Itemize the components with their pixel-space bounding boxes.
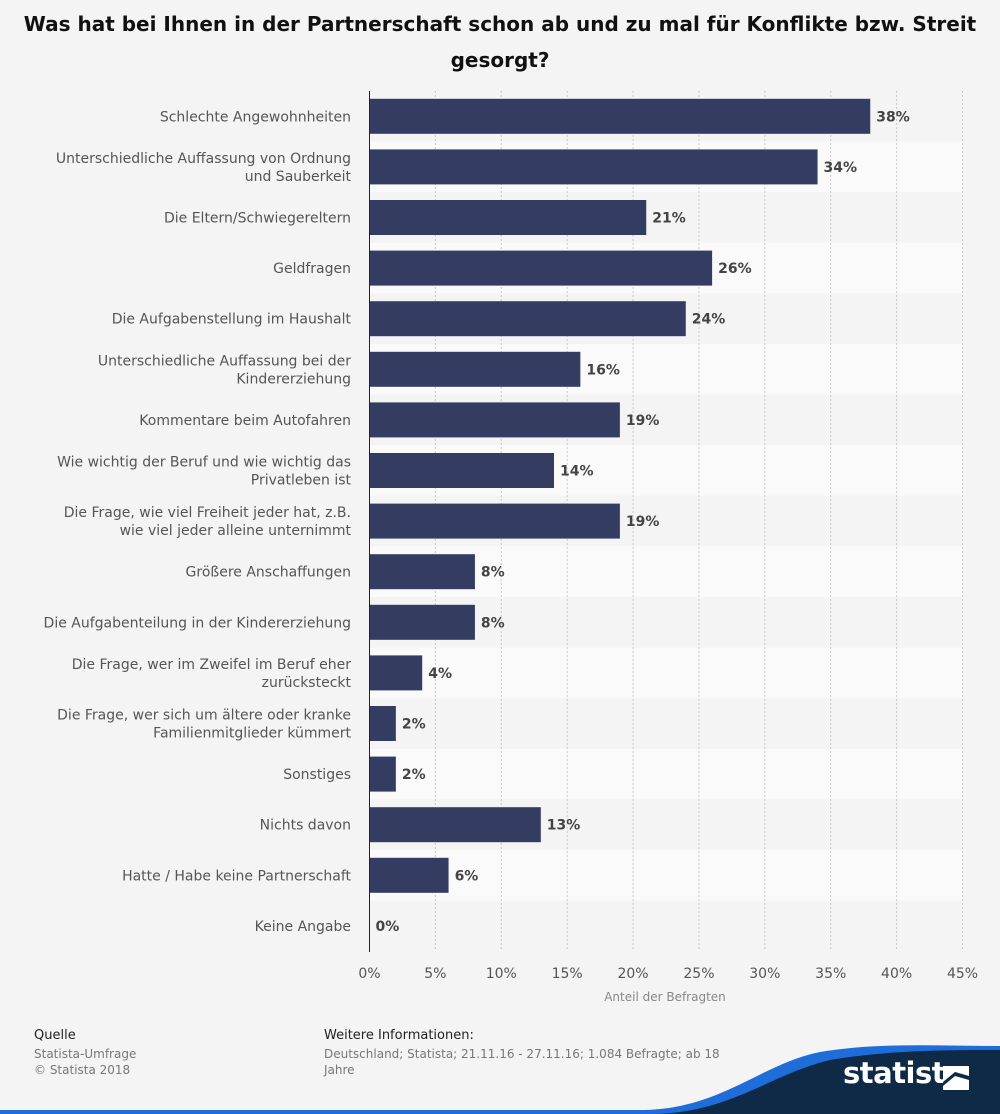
value-label: 13%	[547, 818, 581, 834]
category-labels: Schlechte Angewohnheiten Unterschiedliche…	[44, 109, 352, 935]
source-line-1: Statista-Umfrage	[34, 1047, 137, 1061]
category-label: Größere Anschaffungen	[186, 565, 351, 581]
category-label: Nichts davon	[260, 818, 351, 834]
category-label: Unterschiedliche Auffassung von Ordnung u…	[56, 151, 352, 185]
value-label: 34%	[824, 160, 858, 176]
category-label: Wie wichtig der Beruf und wie wichtig da…	[57, 455, 351, 489]
value-label: 24%	[692, 312, 726, 328]
row-band	[369, 748, 963, 800]
category-label: Die Frage, wie viel Freiheit jeder hat, …	[64, 505, 352, 539]
value-label: 8%	[481, 615, 505, 631]
bar[interactable]	[369, 98, 871, 134]
value-label: 19%	[626, 514, 660, 530]
source-heading: Quelle	[34, 1028, 76, 1043]
value-label: 8%	[481, 565, 505, 581]
row-band	[369, 850, 963, 901]
x-tick-labels: 0% 5% 10% 15% 20% 25% 30% 35% 40% 45%	[358, 966, 978, 982]
value-label: 0%	[376, 919, 400, 935]
chart-title: Was hat bei Ihnen in der Partnerschaft s…	[23, 12, 977, 72]
bar[interactable]	[369, 503, 620, 539]
value-label: 26%	[718, 261, 752, 277]
x-tick-label: 10%	[486, 966, 517, 982]
category-label: Die Eltern/Schwiegereltern	[164, 211, 351, 227]
category-label: Geldfragen	[273, 261, 351, 277]
category-label: Kommentare beim Autofahren	[139, 413, 351, 429]
bar[interactable]	[369, 756, 396, 792]
info-line-2: Jahre	[324, 1063, 355, 1077]
value-label: 19%	[626, 413, 660, 429]
row-band	[369, 900, 963, 952]
x-tick-label: 30%	[749, 966, 780, 982]
category-label: Schlechte Angewohnheiten	[160, 109, 351, 125]
x-tick-label: 45%	[947, 966, 978, 982]
info-line-1: Deutschland; Statista; 21.11.16 - 27.11.…	[324, 1047, 720, 1061]
bar[interactable]	[369, 807, 541, 843]
x-tick-label: 25%	[683, 966, 714, 982]
x-tick-label: 5%	[424, 966, 446, 982]
value-label: 21%	[652, 211, 686, 227]
x-tick-label: 40%	[881, 966, 912, 982]
x-axis-label: Anteil der Befragten	[604, 990, 726, 1004]
category-label: Die Aufgabenstellung im Haushalt	[112, 312, 352, 328]
bars	[369, 98, 871, 893]
row-band	[369, 647, 963, 699]
value-label: 4%	[428, 666, 452, 682]
footer: Quelle Statista-Umfrage © Statista 2018 …	[0, 1020, 1000, 1114]
bar[interactable]	[369, 301, 686, 337]
bar[interactable]	[369, 857, 449, 893]
bar[interactable]	[369, 402, 620, 438]
bar[interactable]	[369, 655, 423, 691]
source-line-2: © Statista 2018	[34, 1063, 131, 1077]
bar[interactable]	[369, 706, 396, 741]
value-label: 16%	[586, 362, 620, 378]
bar[interactable]	[369, 453, 554, 488]
info-heading: Weitere Informationen:	[324, 1028, 474, 1043]
category-label: Die Frage, wer im Zweifel im Beruf eher z…	[72, 657, 352, 691]
bar[interactable]	[369, 604, 475, 640]
category-label: Die Frage, wer sich um ältere oder krank…	[57, 708, 351, 742]
bar[interactable]	[369, 149, 818, 185]
bar-chart: Schlechte Angewohnheiten Unterschiedliche…	[44, 91, 978, 1004]
statista-logo-icon	[943, 1066, 969, 1090]
value-label: 6%	[455, 868, 479, 884]
value-label: 2%	[402, 767, 426, 783]
bar[interactable]	[369, 554, 475, 590]
x-tick-label: 15%	[552, 966, 583, 982]
brand-dark-band	[0, 1050, 1000, 1114]
category-label: Hatte / Habe keine Partnerschaft	[122, 868, 351, 884]
bar[interactable]	[369, 351, 581, 387]
x-tick-label: 0%	[358, 966, 380, 982]
category-label: Keine Angabe	[255, 919, 351, 935]
value-label: 38%	[876, 109, 910, 125]
x-tick-label: 20%	[617, 966, 648, 982]
x-tick-label: 35%	[815, 966, 846, 982]
bar[interactable]	[369, 200, 647, 235]
row-band	[369, 698, 963, 749]
value-label: 2%	[402, 717, 426, 733]
category-label: Unterschiedliche Auffassung bei der Kinde…	[98, 353, 351, 387]
category-label: Die Aufgabenteilung in der Kindererziehu…	[44, 615, 351, 631]
category-label: Sonstiges	[283, 767, 351, 783]
bar[interactable]	[369, 250, 713, 286]
value-label: 14%	[560, 464, 594, 480]
brand-band	[0, 1045, 1000, 1114]
value-labels: 38% 34% 21% 26% 24% 16% 19% 14% 19% 8% 8% 4% 2% 2% 13%…	[376, 109, 910, 935]
